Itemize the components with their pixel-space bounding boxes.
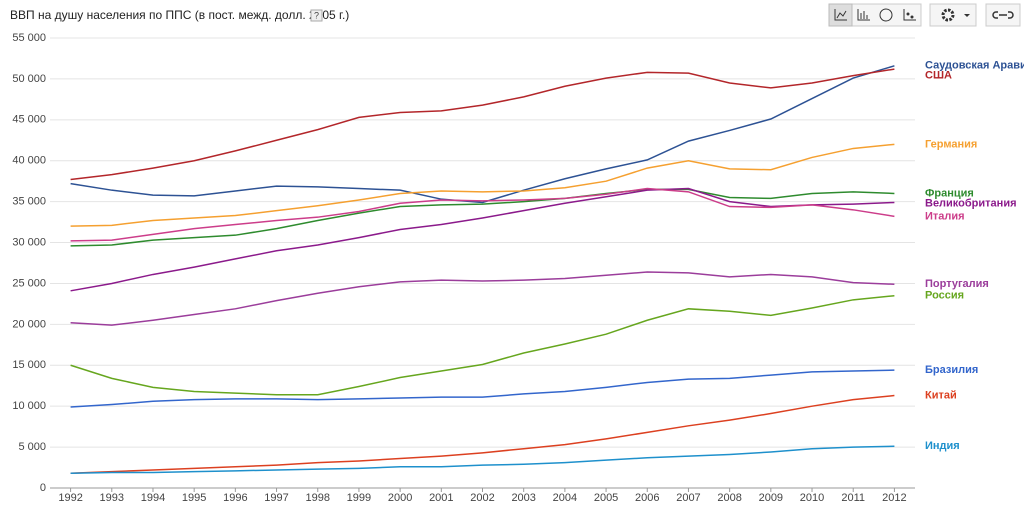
x-tick-label: 2005 [594,492,618,504]
legend-label: Россия [925,290,964,302]
link-button[interactable] [985,3,1021,27]
series-line [70,143,895,227]
legend-label: Бразилия [925,364,978,376]
legend-label: Италия [925,210,965,222]
x-tick-label: 2006 [635,492,659,504]
settings-button[interactable] [929,3,977,27]
y-tick-label: 45 000 [12,114,46,126]
link-icon [992,11,1014,19]
help-button[interactable]: ? [310,9,323,22]
y-tick-label: 25 000 [12,277,46,289]
y-tick-label: 55 000 [12,32,46,44]
legend-label: США [925,70,952,82]
y-tick-label: 5 000 [18,441,46,453]
x-tick-label: 1997 [264,492,288,504]
x-tick-label: 1999 [347,492,371,504]
map-button[interactable] [875,4,898,26]
help-box[interactable] [310,9,323,22]
x-tick-label: 2008 [717,492,741,504]
chart-title: ВВП на душу населения по ППС (в пост. ме… [10,8,349,22]
line-icon [834,9,847,21]
x-tick-label: 1994 [141,492,165,504]
scatter-axes [903,9,916,21]
series-line [70,65,895,204]
x-tick-label: 2007 [676,492,700,504]
x-tick-label: 1995 [182,492,206,504]
series-line [70,271,895,326]
series-line [70,294,895,396]
x-tick-label: 2000 [388,492,412,504]
series-line [70,68,895,181]
series-line [70,445,895,475]
x-tick-label: 1993 [100,492,124,504]
line-chart-button[interactable] [828,3,853,27]
scatter-button[interactable] [898,4,921,26]
legend-label: Португалия [925,278,989,290]
y-tick-label: 10 000 [12,400,46,412]
series-line [70,187,895,242]
scatter-dot [906,12,910,16]
legend-label: Индия [925,440,960,452]
globe-icon [879,8,893,22]
x-tick-label: 2010 [800,492,824,504]
y-tick-label: 35 000 [12,196,46,208]
series-line [70,369,895,408]
series-line [70,188,895,247]
series-line [70,187,895,292]
legend-label: Великобритания [925,197,1017,209]
bar-icon [857,9,870,21]
legend-label: Франция [925,187,974,199]
y-tick-label: 40 000 [12,155,46,167]
y-tick-label: 0 [40,482,46,494]
x-tick-label: 2003 [511,492,535,504]
x-tick-label: 1998 [305,492,329,504]
x-tick-label: 2001 [429,492,453,504]
legend-label: Китай [925,389,957,401]
x-tick-label: 1992 [58,492,82,504]
dropdown-arrow [964,14,970,17]
x-tick-label: 2011 [841,492,865,504]
help-label[interactable]: ? [314,10,319,20]
y-tick-label: 30 000 [12,236,46,248]
y-tick-label: 15 000 [12,359,46,371]
x-tick-label: 2002 [470,492,494,504]
legend-label: Саудовская Аравия [925,60,1024,72]
scatter-dot [910,15,914,19]
gear-icon [941,8,955,22]
y-tick-label: 50 000 [12,73,46,85]
x-tick-label: 2004 [553,492,577,504]
x-tick-label: 2012 [882,492,906,504]
legend-label: Германия [925,138,977,150]
series-line [70,394,895,475]
chart-type-toolbar [828,3,922,27]
y-tick-label: 20 000 [12,318,46,330]
x-tick-label: 1996 [223,492,247,504]
x-tick-label: 2009 [759,492,783,504]
